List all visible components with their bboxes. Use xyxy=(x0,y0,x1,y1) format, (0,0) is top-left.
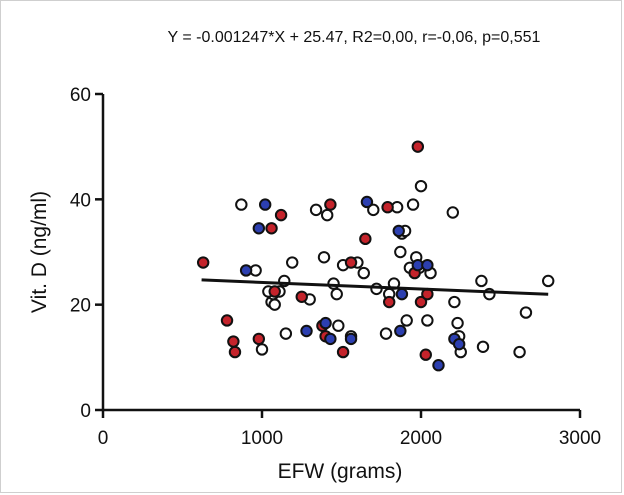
data-point-white xyxy=(519,306,533,319)
data-point-white xyxy=(448,295,461,309)
data-point-white xyxy=(421,314,434,327)
data-point-blue xyxy=(258,198,272,211)
x-tick-label: 2000 xyxy=(400,428,442,449)
chart-title: Y = -0.001247*X + 25.47, R2=0,00, r=-0,0… xyxy=(168,29,541,46)
data-point-blue xyxy=(392,224,405,238)
data-points xyxy=(196,140,555,372)
data-point-red xyxy=(295,290,308,303)
data-point-white xyxy=(394,245,407,259)
data-point-white xyxy=(320,208,334,222)
axes xyxy=(101,94,580,412)
data-point-white xyxy=(268,298,281,311)
data-point-white xyxy=(476,340,490,353)
data-point-red xyxy=(274,208,288,222)
data-point-red xyxy=(344,256,358,269)
data-point-white xyxy=(235,198,248,211)
data-point-blue xyxy=(432,359,445,372)
data-point-red xyxy=(268,285,281,298)
data-point-red xyxy=(359,232,372,246)
x-axis-label: EFW (grams) xyxy=(278,460,403,483)
data-point-blue xyxy=(319,316,332,330)
data-point-white xyxy=(513,345,526,359)
data-point-red xyxy=(414,295,428,309)
x-tick-label: 1000 xyxy=(241,428,283,449)
data-point-red xyxy=(411,140,425,153)
data-point-white xyxy=(379,327,393,340)
data-point-red xyxy=(220,314,234,327)
data-point-white xyxy=(446,206,459,219)
data-point-red xyxy=(252,332,266,346)
data-point-blue xyxy=(324,332,337,346)
data-point-white xyxy=(330,287,343,301)
data-point-red xyxy=(324,198,337,211)
data-point-blue xyxy=(300,324,313,338)
data-point-blue xyxy=(360,195,374,209)
data-point-white xyxy=(451,316,464,330)
data-point-red xyxy=(228,345,242,359)
data-point-white xyxy=(317,251,331,264)
y-tick-label: 20 xyxy=(70,296,91,317)
data-point-blue xyxy=(421,258,434,272)
data-point-red xyxy=(227,335,240,348)
data-point-white xyxy=(406,198,420,211)
data-point-blue xyxy=(344,332,358,346)
regression-line xyxy=(201,278,549,296)
x-tick-label: 0 xyxy=(98,428,109,449)
y-tick-label: 40 xyxy=(70,190,91,211)
data-point-white xyxy=(332,319,345,332)
data-point-white xyxy=(255,343,269,356)
data-point-red xyxy=(336,345,350,359)
data-point-white xyxy=(286,256,299,269)
data-point-blue xyxy=(239,264,253,277)
x-tick-label: 3000 xyxy=(559,428,601,449)
data-point-white xyxy=(475,274,488,288)
data-point-white xyxy=(542,274,555,288)
y-tick-label: 0 xyxy=(80,401,91,422)
data-point-red xyxy=(381,201,394,214)
x-ticks: 0 1000 2000 3000 xyxy=(98,410,601,449)
data-point-white xyxy=(370,282,383,296)
data-point-white xyxy=(279,327,293,340)
data-point-white xyxy=(414,179,428,193)
data-point-white xyxy=(309,203,323,217)
data-point-blue xyxy=(394,324,407,338)
data-point-white xyxy=(327,277,340,290)
y-axis-label: Vit. D (ng/ml) xyxy=(28,191,51,313)
data-point-blue xyxy=(395,287,409,301)
data-point-red xyxy=(383,295,396,309)
data-point-red xyxy=(265,222,278,235)
data-point-white xyxy=(400,314,413,327)
data-point-white xyxy=(357,266,370,280)
data-point-white xyxy=(367,203,380,217)
data-point-red xyxy=(196,256,210,269)
data-point-blue xyxy=(252,222,266,235)
data-point-red xyxy=(419,348,432,361)
data-point-blue xyxy=(452,337,466,351)
y-ticks: 0 20 40 60 xyxy=(70,85,103,422)
y-tick-label: 60 xyxy=(70,85,91,106)
